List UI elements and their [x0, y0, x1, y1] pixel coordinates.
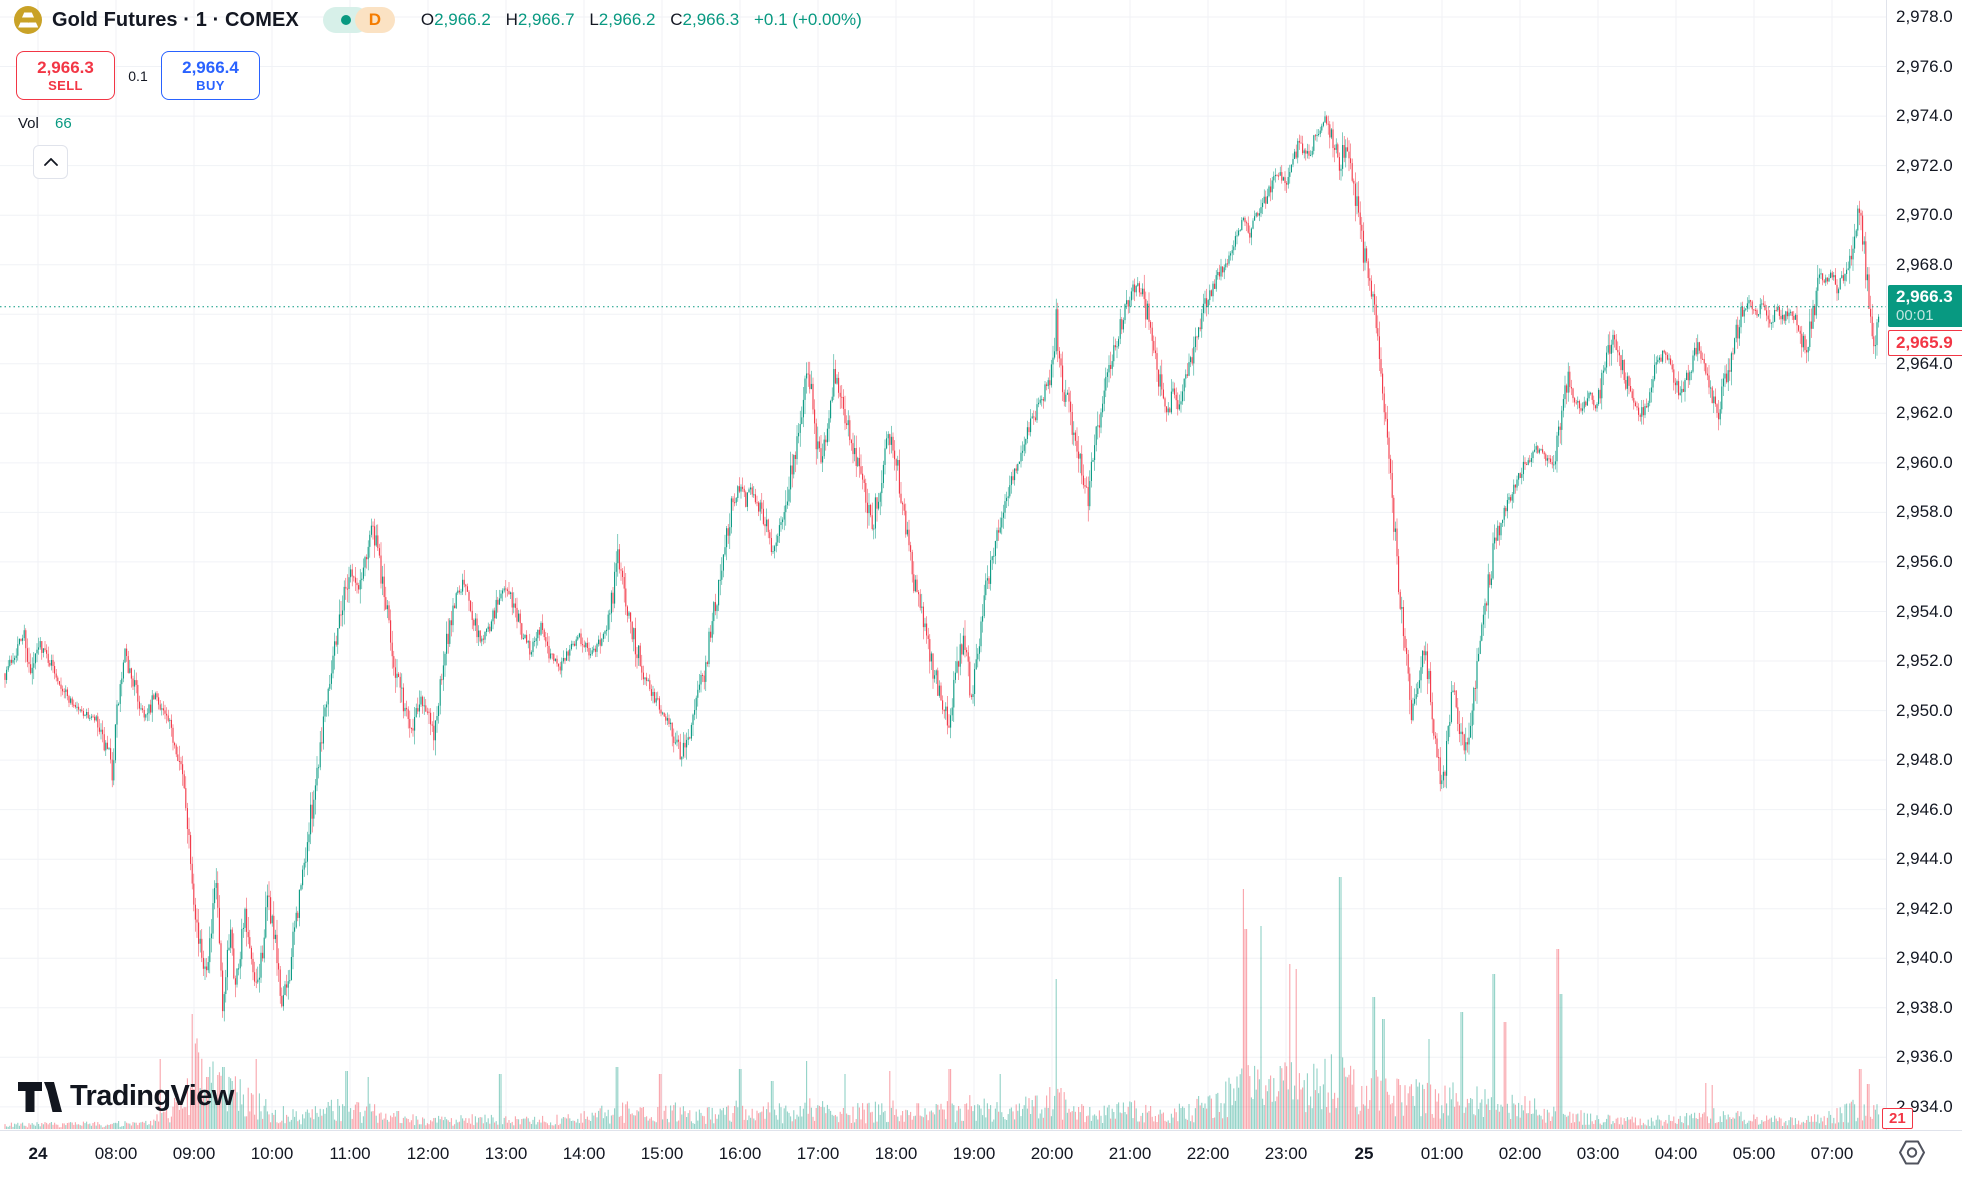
volume-legend: Vol 66	[18, 115, 72, 132]
price-tick-label: 2,942.0	[1896, 898, 1953, 918]
chevron-up-icon	[43, 158, 58, 166]
price-tick-label: 2,974.0	[1896, 106, 1953, 126]
price-tick-label: 2,978.0	[1896, 7, 1953, 26]
symbol-title[interactable]: Gold Futures · 1 · COMEX	[52, 8, 299, 31]
time-tick-label: 02:00	[1498, 1144, 1542, 1163]
volume-value: 66	[55, 115, 72, 132]
volume-last-value-tag: 21	[1882, 1108, 1913, 1129]
time-tick-label: 22:00	[1186, 1144, 1230, 1163]
time-tick-label: 15:00	[640, 1144, 684, 1163]
low-label: L	[589, 10, 599, 29]
time-tick-label: 01:00	[1420, 1144, 1464, 1163]
current-price-label: 2,966.3 00:01	[1888, 284, 1962, 327]
down-candles	[4, 116, 1875, 1012]
sell-label: SELL	[48, 78, 83, 93]
price-tick-label: 2,936.0	[1896, 1047, 1953, 1067]
tradingview-wordmark: TradingView	[70, 1080, 234, 1112]
time-tick-label: 11:00	[329, 1144, 371, 1163]
price-tick-label: 2,970.0	[1896, 205, 1953, 225]
sell-button[interactable]: 2,966.3 SELL	[16, 51, 115, 100]
price-tick-label: 2,960.0	[1896, 452, 1953, 472]
grid-lines	[0, 0, 1886, 1130]
price-tick-label: 2,954.0	[1896, 601, 1953, 621]
current-price-value: 2,966.3	[1896, 286, 1953, 306]
time-tick-label: 23:00	[1264, 1144, 1308, 1163]
time-tick-label: 09:00	[172, 1144, 216, 1163]
time-tick-label: 14:00	[562, 1144, 606, 1163]
bar-countdown: 00:01	[1896, 306, 1934, 324]
high-value: 2,966.7	[517, 10, 575, 29]
close-value: 2,966.3	[682, 10, 740, 29]
buy-price: 2,966.4	[182, 58, 239, 77]
axis-settings-icon[interactable]	[1897, 1139, 1927, 1171]
time-tick-label: 07:00	[1810, 1144, 1854, 1163]
buy-button[interactable]: 2,966.4 BUY	[161, 51, 260, 100]
time-tick-label: 24	[28, 1144, 48, 1163]
sell-price: 2,966.3	[37, 58, 94, 77]
price-tick-label: 2,940.0	[1896, 948, 1953, 968]
time-tick-label: 08:00	[94, 1144, 138, 1163]
ohlc-readout: O2,966.2 H2,966.7 L2,966.2 C2,966.3 +0.1…	[421, 10, 872, 30]
up-candles	[6, 116, 1880, 1012]
collapse-legend-button[interactable]	[33, 145, 68, 179]
time-scale[interactable]: 24 08:00 09:00 10:00 11:00 12:00 13:00 14:00 15:…	[0, 1130, 1962, 1177]
low-value: 2,966.2	[598, 10, 656, 29]
gold-symbol-icon	[14, 6, 42, 34]
trade-panel: 2,966.3 SELL 0.1 2,966.4 BUY	[16, 51, 260, 100]
tradingview-logo[interactable]: TradingView	[18, 1080, 234, 1113]
chart-plot-area[interactable]	[0, 0, 1886, 1135]
time-tick-label: 05:00	[1732, 1144, 1776, 1163]
price-tick-label: 2,964.0	[1896, 353, 1953, 373]
time-tick-label: 16:00	[718, 1144, 762, 1163]
volume-bars	[4, 877, 1880, 1129]
price-tick-label: 2,962.0	[1896, 403, 1953, 423]
down-wicks	[4, 114, 1875, 1018]
close-label: C	[670, 10, 683, 29]
time-tick-label: 12:00	[406, 1144, 450, 1163]
volume-label: Vol	[18, 115, 39, 132]
price-tick-label: 2,950.0	[1896, 700, 1953, 720]
time-tick-label: 21:00	[1108, 1144, 1152, 1163]
open-label: O	[420, 10, 435, 29]
secondary-price-label: 2,965.9	[1888, 329, 1962, 356]
interval-pill[interactable]: D	[354, 7, 395, 33]
time-tick-label: 25	[1354, 1144, 1374, 1163]
price-tick-label: 2,968.0	[1896, 254, 1953, 274]
price-tick-label: 2,972.0	[1896, 155, 1953, 175]
market-status-pills: D	[322, 7, 395, 33]
price-tick-label: 2,944.0	[1896, 849, 1953, 869]
open-value: 2,966.2	[434, 10, 491, 29]
price-tick-label: 2,938.0	[1896, 997, 1953, 1017]
spread-value: 0.1	[128, 67, 148, 84]
price-tick-label: 2,948.0	[1896, 750, 1953, 770]
time-tick-label: 19:00	[952, 1144, 996, 1163]
time-tick-label: 18:00	[874, 1144, 918, 1163]
price-tick-label: 2,976.0	[1896, 56, 1953, 76]
time-tick-label: 04:00	[1654, 1144, 1698, 1163]
buy-label: BUY	[196, 78, 225, 93]
time-tick-label: 17:00	[796, 1144, 840, 1163]
change-value: +0.1 (+0.00%)	[754, 10, 862, 29]
price-tick-label: 2,958.0	[1896, 502, 1953, 522]
price-tick-label: 2,952.0	[1896, 651, 1953, 670]
symbol-legend: Gold Futures · 1 · COMEX D O2,966.2 H2,9…	[14, 6, 872, 34]
time-tick-label: 13:00	[484, 1144, 528, 1163]
time-tick-label: 20:00	[1030, 1144, 1074, 1163]
price-tick-label: 2,946.0	[1896, 799, 1953, 819]
price-scale[interactable]: 2,978.0 2,976.0 2,974.0 2,972.0 2,970.0 2,968…	[1886, 0, 1962, 1130]
high-label: H	[505, 10, 518, 29]
price-tick-label: 2,956.0	[1896, 551, 1953, 571]
tradingview-logo-icon	[18, 1081, 62, 1112]
time-tick-label: 10:00	[250, 1144, 294, 1163]
time-tick-label: 03:00	[1576, 1144, 1620, 1163]
